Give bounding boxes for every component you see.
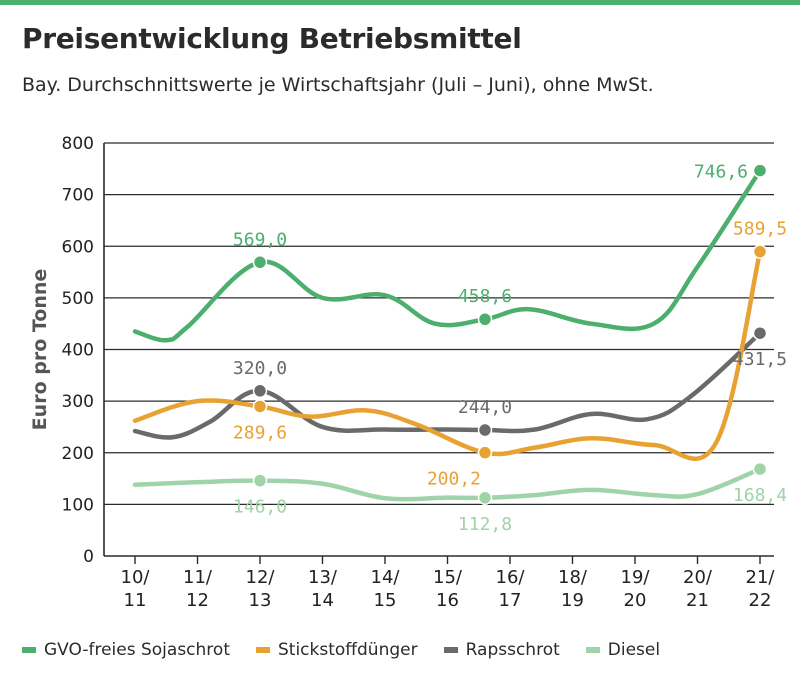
series-line-gvo-freies-sojaschrot: [132, 168, 763, 343]
y-tick-label: 400: [62, 341, 94, 361]
data-label: 569,0: [233, 229, 287, 250]
x-tick-label: 17: [499, 590, 522, 611]
legend-label: Diesel: [607, 640, 661, 660]
x-tick-label: 20/: [683, 567, 713, 588]
legend-item: Rapsschrot: [443, 640, 560, 660]
legend-swatch: [585, 647, 600, 653]
y-tick-label: 0: [83, 547, 94, 567]
x-tick-label: 18/: [558, 567, 588, 588]
data-point-marker: [477, 490, 493, 506]
data-point-marker: [752, 461, 768, 477]
series-line-rapsschrot: [132, 330, 763, 440]
data-label: 289,6: [233, 422, 287, 443]
y-tick-label: 500: [62, 289, 94, 309]
x-tick-label: 12/: [246, 567, 276, 588]
data-point-marker: [252, 473, 268, 488]
x-tick-label: 22: [749, 590, 772, 611]
legend-label: Rapsschrot: [465, 640, 560, 660]
data-label: 244,0: [458, 397, 512, 418]
x-tick-label: 19: [561, 590, 584, 611]
legend-label: GVO-freies Sojaschrot: [44, 640, 230, 660]
data-label: 168,4: [733, 485, 787, 506]
chart-legend: GVO-freies Sojaschrot Stickstoffdünger Rap…: [22, 640, 660, 660]
x-tick-label: 11: [124, 590, 147, 611]
x-tick-label: 15/: [433, 567, 463, 588]
x-tick-label: 10/: [121, 567, 151, 588]
x-tick-label: 14/: [371, 567, 401, 588]
data-label: 458,6: [458, 286, 512, 307]
y-tick-label: 200: [62, 444, 94, 464]
legend-label: Stickstoffdünger: [278, 640, 418, 660]
data-label: 320,0: [233, 358, 287, 379]
x-tick-label: 20: [624, 590, 647, 611]
legend-swatch: [256, 647, 270, 653]
x-tick-label: 16/: [496, 567, 526, 588]
y-tick-label: 100: [62, 495, 94, 515]
data-label: 146,0: [233, 497, 287, 518]
x-tick-label: 13: [249, 590, 272, 611]
chart-subtitle: Bay. Durchschnittswerte je Wirtschaftsja…: [22, 74, 654, 96]
data-point-marker: [477, 422, 493, 438]
legend-item: Diesel: [585, 640, 661, 660]
x-tick-label: 11/: [183, 567, 213, 588]
chart-title: Preisentwicklung Betriebsmittel: [22, 22, 522, 55]
data-label: 112,8: [458, 514, 512, 535]
data-point-marker: [252, 399, 268, 414]
y-tick-label: 300: [62, 392, 94, 412]
x-tick-label: 19/: [621, 567, 651, 588]
data-point-marker: [252, 255, 268, 270]
y-tick-label: 800: [62, 134, 94, 154]
data-point-marker: [477, 311, 493, 327]
data-point-marker: [477, 445, 493, 460]
data-point-marker: [752, 163, 768, 178]
x-tick-label: 21/: [746, 567, 776, 588]
x-tick-label: 14: [311, 590, 334, 611]
legend-swatch: [22, 647, 36, 653]
top-accent-bar: [0, 0, 800, 5]
data-point-marker: [252, 383, 268, 399]
x-tick-label: 15: [374, 590, 397, 611]
legend-item: GVO-freies Sojaschrot: [22, 640, 230, 660]
x-tick-label: 12: [186, 590, 209, 611]
legend-swatch: [443, 647, 458, 653]
data-label: 746,6: [694, 162, 748, 183]
x-tick-label: 21: [686, 590, 709, 611]
x-tick-label: 13/: [308, 567, 338, 588]
data-label: 589,5: [733, 219, 787, 240]
y-axis-label: Euro pro Tonne: [29, 269, 51, 431]
data-label: 431,5: [733, 349, 787, 370]
data-label: 200,2: [427, 469, 481, 490]
data-point-marker: [752, 244, 768, 259]
x-tick-label: 16: [436, 590, 459, 611]
data-point-marker: [752, 325, 768, 341]
legend-item: Stickstoffdünger: [256, 640, 418, 660]
y-tick-label: 600: [62, 237, 94, 257]
y-tick-label: 700: [62, 186, 94, 206]
